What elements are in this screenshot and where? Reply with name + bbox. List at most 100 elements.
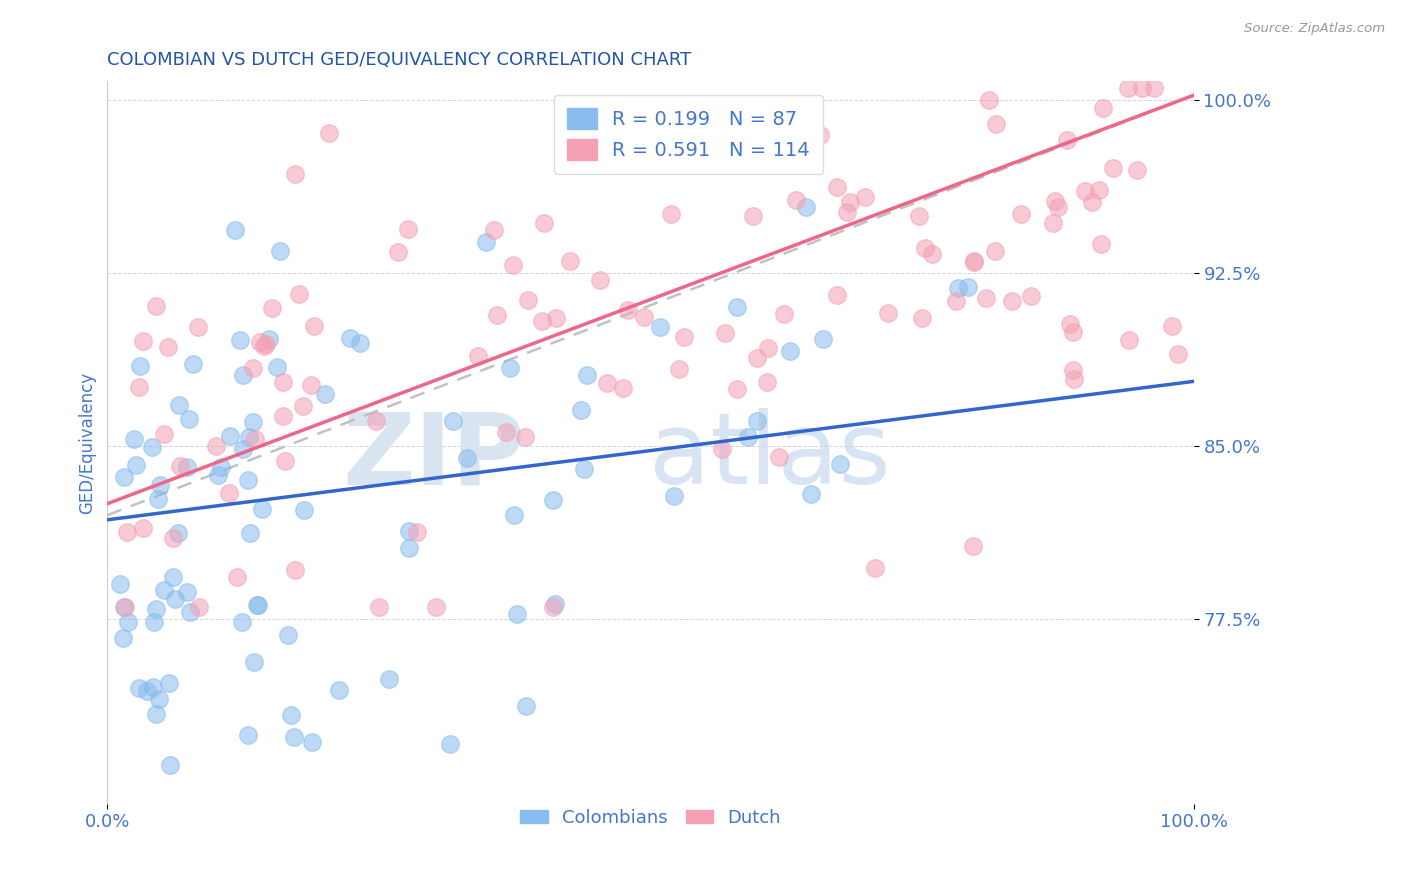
Point	[1001, 293, 1024, 308]
Point	[232, 368, 254, 382]
Point	[1143, 81, 1166, 95]
Point	[284, 167, 307, 181]
Point	[132, 521, 155, 535]
Point	[207, 468, 229, 483]
Point	[266, 360, 288, 375]
Point	[247, 599, 270, 613]
Point	[1074, 184, 1097, 198]
Point	[169, 459, 191, 474]
Point	[318, 126, 340, 140]
Point	[367, 600, 389, 615]
Point	[583, 104, 606, 119]
Point	[948, 280, 970, 294]
Point	[1161, 318, 1184, 333]
Point	[152, 426, 174, 441]
Point	[176, 584, 198, 599]
Point	[662, 489, 685, 503]
Y-axis label: GED/Equivalency: GED/Equivalency	[79, 371, 96, 514]
Point	[945, 294, 967, 309]
Point	[283, 730, 305, 744]
Point	[145, 707, 167, 722]
Point	[117, 615, 139, 629]
Point	[838, 194, 860, 209]
Point	[1102, 161, 1125, 176]
Point	[157, 340, 180, 354]
Point	[1063, 372, 1085, 386]
Point	[439, 737, 461, 751]
Point	[232, 442, 254, 457]
Point	[145, 300, 167, 314]
Point	[441, 414, 464, 428]
Point	[225, 570, 247, 584]
Point	[1091, 101, 1114, 115]
Point	[242, 415, 264, 429]
Point	[588, 272, 610, 286]
Point	[249, 334, 271, 349]
Point	[800, 487, 823, 501]
Point	[1042, 216, 1064, 230]
Point	[277, 628, 299, 642]
Point	[245, 598, 267, 612]
Point	[963, 255, 986, 269]
Point	[349, 335, 371, 350]
Point	[725, 382, 748, 396]
Point	[756, 341, 779, 355]
Point	[1059, 317, 1081, 331]
Point	[238, 430, 260, 444]
Point	[239, 525, 262, 540]
Point	[908, 209, 931, 223]
Point	[910, 311, 932, 326]
Point	[595, 376, 617, 390]
Point	[499, 361, 522, 376]
Point	[569, 403, 592, 417]
Point	[1126, 163, 1149, 178]
Point	[128, 681, 150, 695]
Point	[877, 306, 900, 320]
Point	[302, 319, 325, 334]
Point	[177, 412, 200, 426]
Point	[714, 326, 737, 340]
Point	[984, 117, 1007, 131]
Point	[544, 597, 567, 611]
Legend: Colombians, Dutch: Colombians, Dutch	[513, 802, 787, 834]
Point	[1116, 81, 1139, 95]
Point	[863, 560, 886, 574]
Point	[711, 442, 734, 457]
Point	[128, 379, 150, 393]
Point	[1062, 325, 1084, 339]
Point	[141, 440, 163, 454]
Point	[502, 259, 524, 273]
Point	[260, 301, 283, 316]
Point	[224, 223, 246, 237]
Point	[243, 432, 266, 446]
Text: Source: ZipAtlas.com: Source: ZipAtlas.com	[1244, 22, 1385, 36]
Point	[1010, 207, 1032, 221]
Point	[963, 253, 986, 268]
Point	[236, 727, 259, 741]
Point	[165, 592, 187, 607]
Point	[187, 600, 209, 615]
Point	[157, 675, 180, 690]
Point	[741, 209, 763, 223]
Point	[747, 351, 769, 365]
Point	[1118, 333, 1140, 347]
Point	[745, 414, 768, 428]
Point	[169, 398, 191, 412]
Point	[668, 362, 690, 376]
Point	[148, 692, 170, 706]
Point	[162, 532, 184, 546]
Point	[830, 457, 852, 471]
Point	[187, 320, 209, 334]
Point	[209, 459, 232, 474]
Point	[129, 359, 152, 374]
Point	[257, 332, 280, 346]
Point	[112, 631, 135, 645]
Point	[1056, 133, 1078, 147]
Point	[785, 193, 807, 207]
Point	[162, 569, 184, 583]
Point	[612, 381, 634, 395]
Point	[284, 563, 307, 577]
Point	[166, 526, 188, 541]
Point	[229, 333, 252, 347]
Point	[485, 308, 508, 322]
